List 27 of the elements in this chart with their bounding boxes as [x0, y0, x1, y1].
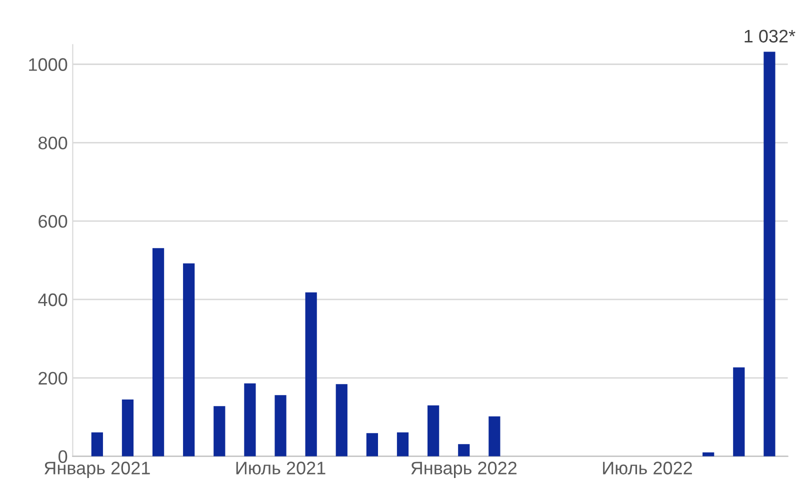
bar [274, 395, 286, 456]
bar [122, 399, 134, 456]
y-tick-label: 600 [38, 215, 68, 228]
bar [183, 263, 195, 456]
y-tick-label: 200 [38, 372, 68, 385]
y-tick-label: 400 [38, 293, 68, 306]
x-tick-label: Июль 2022 [603, 462, 692, 474]
bar [488, 416, 500, 456]
x-tick-label: Январь 2022 [411, 462, 517, 478]
y-tick-label: 800 [38, 136, 68, 150]
bar [366, 433, 378, 456]
x-tick-label: Январь 2021 [44, 462, 150, 478]
bar [733, 367, 745, 456]
y-tick-label: 1000 [29, 58, 68, 71]
bar [458, 444, 470, 456]
y-tick-label: 0 [58, 450, 68, 464]
data-label: 1 032* [744, 30, 796, 43]
bar [305, 292, 317, 456]
bar [244, 383, 256, 456]
bar [91, 432, 103, 456]
bar [336, 384, 348, 456]
bar [396, 432, 409, 456]
bar [214, 406, 226, 456]
x-tick-label: Июль 2021 [236, 462, 326, 474]
bar [764, 52, 776, 456]
bar [428, 405, 440, 456]
bar [152, 248, 164, 456]
